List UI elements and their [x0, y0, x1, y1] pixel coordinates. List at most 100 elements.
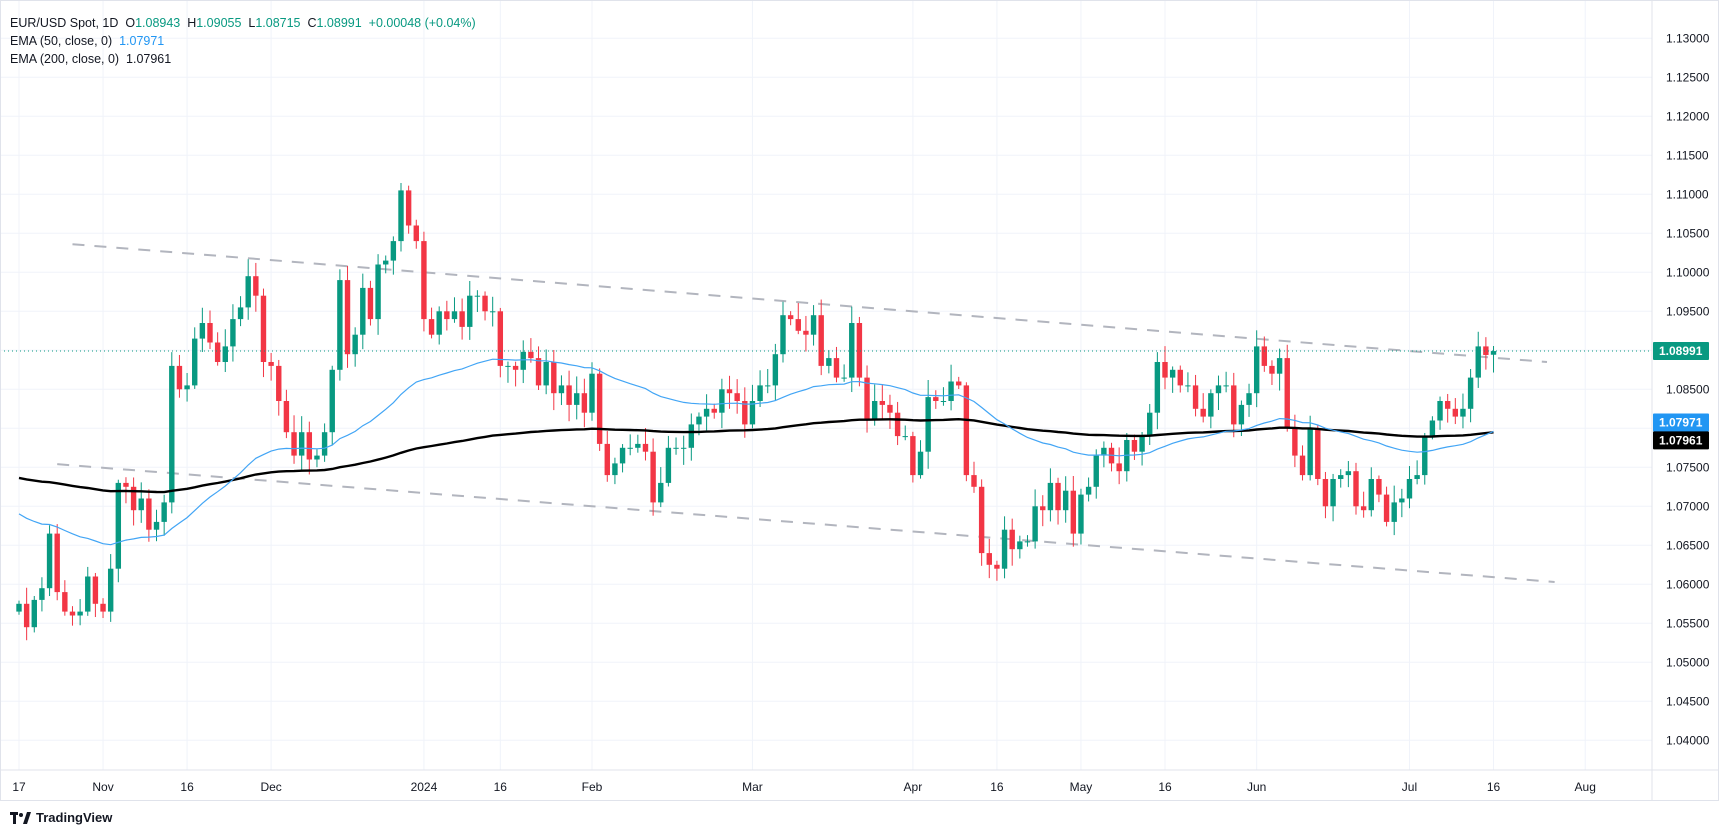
tradingview-logo[interactable]: TradingView [10, 810, 112, 825]
candle [467, 280, 473, 340]
candle [398, 183, 404, 252]
candle-body [910, 436, 916, 476]
candle [665, 435, 672, 487]
candle-body [1330, 478, 1336, 507]
candle-body [1276, 358, 1283, 374]
candle [230, 304, 236, 362]
change-value: +0.00048 (+0.04%) [368, 16, 476, 30]
candle-body [306, 432, 313, 460]
candle-body [321, 432, 328, 456]
candle-body [467, 295, 473, 327]
candle [810, 305, 817, 346]
candle-body [933, 397, 939, 401]
candle [1200, 393, 1206, 423]
ema200-legend-row[interactable]: EMA (200, close, 0) 1.07961 [10, 50, 476, 68]
candle [1246, 383, 1252, 417]
candle-body [1177, 369, 1183, 386]
candle [940, 387, 947, 406]
candle-body [1154, 361, 1161, 413]
candle-body [1024, 541, 1031, 543]
y-tick-label: 1.11500 [1666, 148, 1709, 162]
candle [1078, 488, 1084, 545]
y-tick-label: 1.07000 [1666, 499, 1710, 513]
x-tick-label: 16 [990, 780, 1004, 794]
candle [31, 595, 37, 633]
tradingview-logo-text: TradingView [36, 810, 113, 825]
candle-body [596, 373, 603, 444]
last-price-price-tag: 1.08991 [1653, 342, 1709, 360]
axes[interactable]: 1.13000 1.12500 1.12000 1.11500 1.11000 1.105… [0, 0, 1719, 801]
candle-body [283, 400, 290, 433]
candle-body [1261, 346, 1268, 366]
candle [680, 435, 687, 465]
candle [428, 307, 435, 339]
candle-body [314, 455, 320, 460]
candle-body [749, 400, 756, 425]
candle-body [535, 358, 542, 386]
candle-body [436, 311, 442, 335]
candle [1399, 488, 1405, 518]
candle-body [444, 311, 450, 320]
candle [1009, 518, 1015, 566]
candle-body [344, 280, 351, 355]
high-label: H [187, 16, 197, 30]
candle [1253, 330, 1260, 408]
candle [497, 307, 504, 378]
candle [1162, 346, 1168, 390]
candle [841, 364, 847, 382]
candle-body [635, 443, 641, 448]
candle [1437, 396, 1443, 430]
candle [77, 599, 83, 626]
candle-body [841, 377, 847, 379]
candle [1231, 372, 1237, 438]
candle-body [1147, 412, 1153, 437]
candle-body [1192, 385, 1199, 409]
candle [688, 413, 695, 461]
candle [879, 384, 886, 419]
trendlines [57, 243, 1555, 583]
candle-body [375, 264, 381, 320]
ema50-legend-row[interactable]: EMA (50, close, 0) 1.07971 [10, 32, 476, 50]
candle-body [85, 576, 91, 612]
x-tick-label: 17 [12, 780, 26, 794]
candle-body [1452, 408, 1459, 417]
price-chart[interactable]: 1.13000 1.12500 1.12000 1.11500 1.11000 1.105… [0, 0, 1723, 805]
candle-body [489, 311, 496, 313]
candle-body [642, 443, 649, 452]
y-tick-label: 1.10000 [1666, 265, 1710, 279]
candle [1284, 344, 1290, 432]
candle [138, 482, 144, 523]
x-tick-label: 16 [494, 780, 508, 794]
price-tag-text: 1.07961 [1659, 433, 1703, 447]
candle [642, 427, 649, 461]
ema50-value: 1.07971 [119, 34, 165, 48]
candle [734, 379, 740, 414]
candle-body [1376, 478, 1382, 495]
candle-body [92, 576, 99, 604]
candle-body [787, 315, 794, 320]
candle [795, 303, 801, 335]
candle [933, 390, 939, 409]
candle [314, 449, 320, 468]
candle [283, 389, 290, 439]
candle-body [604, 443, 610, 476]
candle [612, 457, 618, 485]
candle-body [230, 319, 236, 347]
candle [1467, 369, 1474, 423]
candle [803, 315, 809, 352]
candle [474, 290, 481, 313]
candle-body [169, 365, 175, 503]
candle-body [413, 225, 419, 242]
candle [444, 300, 450, 331]
price-tag-bg [1653, 413, 1709, 432]
candle [1208, 389, 1214, 429]
candle-body [199, 322, 206, 339]
candle [1124, 432, 1130, 482]
candle-body [551, 361, 557, 394]
candle-body [1345, 471, 1352, 476]
y-tick-label: 1.12000 [1666, 109, 1710, 123]
candle-body [871, 400, 878, 421]
symbol-legend-row[interactable]: EUR/USD Spot, 1D O1.08943 H1.09055 L1.08… [10, 14, 476, 32]
candle [894, 401, 901, 446]
ema50-line [18, 358, 1494, 546]
